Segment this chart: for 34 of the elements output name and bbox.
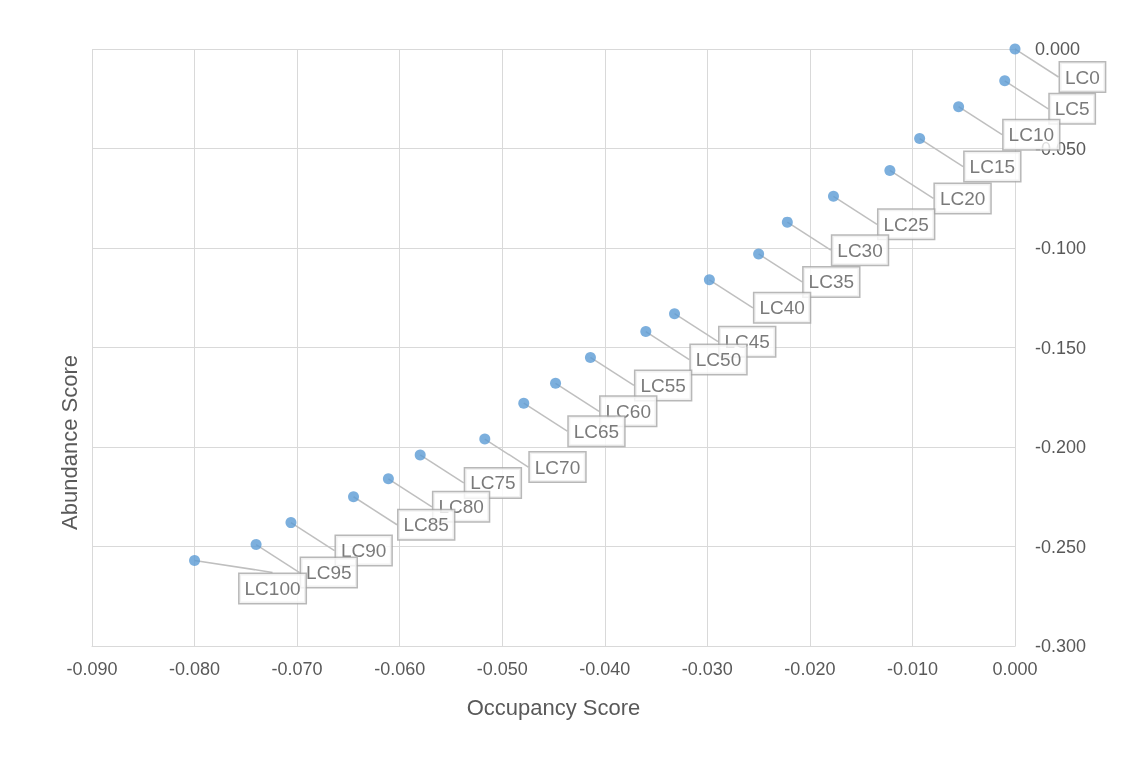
annotation: LC15 bbox=[969, 156, 1016, 178]
annotation: LC65 bbox=[573, 420, 620, 442]
y-tick-label: -0.150 bbox=[1035, 337, 1087, 358]
annotation: LC40 bbox=[759, 297, 805, 319]
annotation: LC25 bbox=[883, 213, 929, 235]
annotation: LC5 bbox=[1054, 98, 1090, 120]
x-axis-title: Occupancy Score bbox=[466, 694, 641, 720]
y-tick-label: -0.300 bbox=[1035, 636, 1087, 656]
x-tick-label: -0.060 bbox=[374, 659, 426, 679]
annotation: LC0 bbox=[1065, 66, 1100, 88]
annotation: LC100 bbox=[244, 577, 301, 599]
x-tick-label: -0.010 bbox=[886, 659, 938, 679]
annotation: LC35 bbox=[808, 271, 855, 293]
annotation: LC55 bbox=[640, 374, 686, 396]
annotation: LC75 bbox=[470, 472, 516, 494]
x-tick-label: -0.070 bbox=[271, 659, 323, 679]
x-tick-label: 0.000 bbox=[992, 659, 1038, 679]
x-tick-label: -0.090 bbox=[66, 659, 118, 679]
annotation: LC60 bbox=[605, 400, 651, 422]
x-tick-label: -0.020 bbox=[784, 659, 836, 679]
x-tick-label: -0.050 bbox=[476, 659, 528, 679]
annotation: LC30 bbox=[837, 239, 883, 261]
y-axis-title: Abundance Score bbox=[56, 355, 82, 530]
x-tick-label: -0.080 bbox=[169, 659, 221, 679]
y-tick-label: -0.100 bbox=[1035, 238, 1087, 258]
annotation: LC95 bbox=[306, 562, 352, 584]
annotation: LC20 bbox=[939, 187, 986, 209]
annotation: LC90 bbox=[340, 540, 387, 562]
x-tick-label: -0.040 bbox=[579, 659, 631, 679]
x-tick-label: -0.030 bbox=[681, 659, 733, 679]
y-tick-label: -0.250 bbox=[1035, 536, 1087, 557]
y-tick-label: 0.000 bbox=[1035, 39, 1081, 59]
y-tick-label: -0.200 bbox=[1035, 437, 1087, 457]
annotation: LC70 bbox=[534, 456, 581, 478]
